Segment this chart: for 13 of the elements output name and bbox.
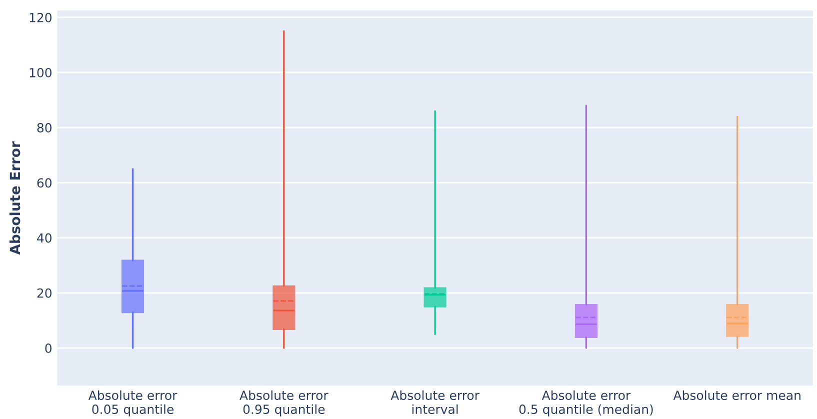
y-tick-label: 100 — [30, 68, 52, 78]
y-tick-label: 80 — [37, 123, 52, 133]
x-tick-label: Absolute error interval — [390, 390, 480, 414]
y-tick-label: 40 — [37, 233, 52, 243]
y-axis-title: Absolute Error — [9, 141, 20, 255]
y-tick-label: 20 — [37, 288, 52, 298]
x-tick-label: Absolute error 0.95 quantile — [240, 390, 328, 416]
x-tick-label: Absolute error 0.5 quantile (median) — [519, 390, 653, 416]
y-tick-label: 120 — [30, 12, 52, 22]
x-tick-label: Absolute error mean — [673, 390, 800, 400]
y-tick-label: 0 — [45, 343, 52, 353]
x-tick-label: Absolute error 0.05 quantile — [88, 390, 178, 416]
y-tick-label: 60 — [37, 178, 52, 188]
